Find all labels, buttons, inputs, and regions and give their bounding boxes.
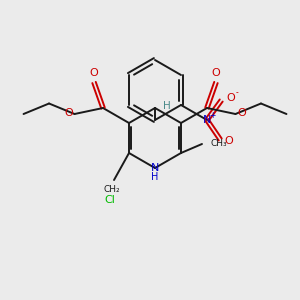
Text: H: H [151,172,159,182]
Text: CH₃: CH₃ [211,139,228,148]
Text: H: H [163,101,171,111]
Text: O: O [225,136,234,146]
Text: -: - [236,88,238,97]
Text: O: O [227,92,236,103]
Text: O: O [212,68,220,79]
Text: N: N [203,115,211,125]
Text: O: O [90,68,98,79]
Text: O: O [64,108,73,118]
Text: +: + [209,110,215,119]
Text: N: N [151,163,159,173]
Text: Cl: Cl [105,195,116,205]
Text: O: O [237,108,246,118]
Text: CH₂: CH₂ [104,184,120,194]
